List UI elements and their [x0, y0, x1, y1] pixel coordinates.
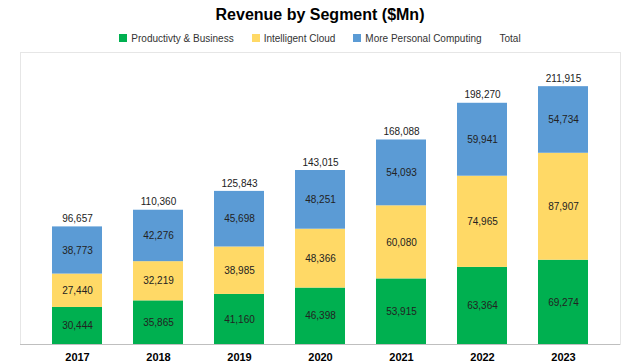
- html-text:Intelligent Cloud: Intelligent Cloud: [263, 32, 336, 44]
- svg-text:38,985: 38,985: [224, 265, 255, 276]
- svg-text:168,088: 168,088: [383, 126, 420, 137]
- svg-text:46,398: 46,398: [305, 310, 336, 321]
- svg-text:211,915: 211,915: [546, 73, 582, 84]
- svg-text:125,843: 125,843: [221, 178, 258, 189]
- html-text:Productivty & Business: Productivty & Business: [131, 32, 234, 44]
- svg-text:74,965: 74,965: [467, 216, 498, 227]
- svg-text:42,276: 42,276: [143, 230, 174, 241]
- svg-text:30,444: 30,444: [62, 320, 93, 331]
- svg-text:48,366: 48,366: [305, 253, 336, 264]
- html-text:More Personal Computing: More Personal Computing: [365, 32, 482, 44]
- svg-text:2023: 2023: [551, 351, 575, 362]
- svg-text:69,274: 69,274: [548, 297, 579, 308]
- svg-text:2020: 2020: [308, 351, 332, 362]
- html-text:Total: Total: [499, 32, 521, 44]
- svg-text:63,364: 63,364: [467, 300, 498, 311]
- svg-text:35,865: 35,865: [143, 317, 174, 328]
- svg-text:38,773: 38,773: [62, 245, 93, 256]
- svg-text:143,015: 143,015: [302, 157, 339, 168]
- svg-text:2019: 2019: [227, 351, 251, 362]
- svg-text:96,657: 96,657: [62, 213, 93, 224]
- html-text:Revenue by Segment ($Mn): Revenue by Segment ($Mn): [215, 6, 425, 23]
- svg-text:53,915: 53,915: [386, 306, 417, 317]
- svg-text:48,251: 48,251: [305, 194, 336, 205]
- svg-text:45,698: 45,698: [224, 213, 255, 224]
- svg-text:41,160: 41,160: [224, 314, 255, 325]
- svg-text:59,941: 59,941: [467, 134, 498, 145]
- svg-text:27,440: 27,440: [62, 285, 93, 296]
- svg-text:54,093: 54,093: [386, 167, 417, 178]
- svg-text:87,907: 87,907: [548, 201, 579, 212]
- svg-text:198,270: 198,270: [464, 89, 501, 100]
- svg-text:32,219: 32,219: [143, 275, 174, 286]
- svg-text:60,080: 60,080: [386, 237, 417, 248]
- svg-text:2021: 2021: [389, 351, 413, 362]
- svg-text:54,734: 54,734: [548, 114, 579, 125]
- svg-text:2018: 2018: [146, 351, 170, 362]
- svg-text:2022: 2022: [470, 351, 494, 362]
- svg-text:110,360: 110,360: [141, 196, 177, 207]
- svg-text:2017: 2017: [65, 351, 89, 362]
